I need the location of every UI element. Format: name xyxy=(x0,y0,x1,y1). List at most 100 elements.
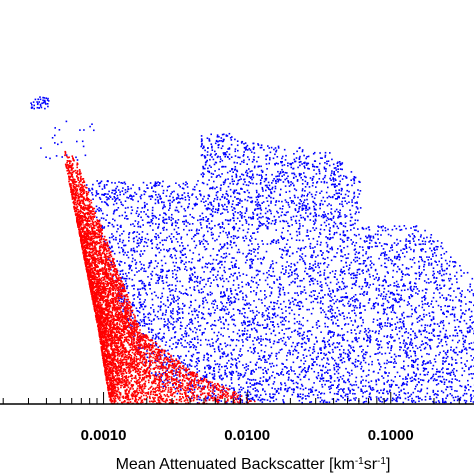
blue-point xyxy=(199,344,202,346)
blue-point xyxy=(354,312,356,314)
blue-point xyxy=(391,304,393,307)
blue-point xyxy=(155,294,157,297)
blue-point xyxy=(305,298,308,300)
blue-point xyxy=(280,387,282,389)
blue-point xyxy=(329,295,331,297)
blue-point xyxy=(191,193,194,195)
blue-point xyxy=(148,221,151,224)
blue-point xyxy=(244,149,247,151)
blue-point xyxy=(416,347,419,350)
blue-point xyxy=(287,222,289,225)
blue-point xyxy=(358,193,361,195)
blue-point xyxy=(258,193,260,196)
blue-point xyxy=(205,374,208,377)
blue-point xyxy=(440,263,443,266)
blue-point xyxy=(319,307,322,310)
blue-point xyxy=(410,289,413,291)
blue-point xyxy=(398,298,401,300)
blue-point xyxy=(267,383,270,386)
blue-point xyxy=(306,272,308,275)
blue-point xyxy=(445,388,447,391)
blue-point xyxy=(270,192,273,195)
blue-point xyxy=(370,307,373,310)
blue-point xyxy=(155,233,157,235)
blue-point xyxy=(447,311,449,313)
blue-point xyxy=(138,291,140,294)
blue-point xyxy=(426,256,428,258)
blue-point xyxy=(140,216,142,219)
blue-point xyxy=(223,351,225,353)
blue-point xyxy=(262,338,264,341)
blue-point xyxy=(154,183,157,185)
blue-point xyxy=(221,352,224,354)
blue-point xyxy=(257,382,260,385)
blue-point xyxy=(377,238,379,240)
blue-point xyxy=(184,196,187,199)
blue-point xyxy=(335,365,338,368)
blue-point xyxy=(254,387,257,389)
blue-point xyxy=(422,360,425,362)
blue-point xyxy=(252,211,254,214)
blue-point xyxy=(249,346,252,349)
blue-point xyxy=(405,247,408,249)
blue-point xyxy=(327,237,329,239)
blue-point xyxy=(187,350,190,353)
blue-point xyxy=(151,212,154,215)
blue-point xyxy=(300,292,302,295)
blue-point xyxy=(314,266,317,268)
blue-point xyxy=(405,246,407,248)
blue-point xyxy=(360,380,362,383)
blue-point xyxy=(354,256,357,259)
blue-point xyxy=(451,339,454,342)
blue-point xyxy=(244,212,247,214)
blue-point xyxy=(218,135,220,138)
blue-point xyxy=(342,234,345,236)
blue-point xyxy=(367,374,370,376)
blue-point xyxy=(252,378,255,381)
blue-point xyxy=(393,225,396,227)
blue-point xyxy=(175,288,177,290)
blue-point xyxy=(454,396,457,398)
blue-point xyxy=(437,345,440,347)
blue-point xyxy=(299,199,301,201)
blue-point xyxy=(159,195,161,197)
blue-point xyxy=(347,253,350,255)
blue-point xyxy=(227,328,229,330)
blue-point xyxy=(293,194,296,197)
blue-point xyxy=(300,247,303,249)
blue-point xyxy=(346,316,348,319)
blue-point xyxy=(244,142,247,144)
blue-point xyxy=(290,281,293,284)
blue-point xyxy=(423,295,426,297)
blue-point xyxy=(176,209,179,212)
blue-point xyxy=(300,359,302,362)
blue-point xyxy=(277,373,279,375)
blue-point xyxy=(288,312,291,315)
blue-point xyxy=(409,242,411,244)
blue-point xyxy=(197,338,199,341)
blue-point xyxy=(182,245,184,247)
blue-point xyxy=(440,340,442,343)
blue-point xyxy=(225,255,228,258)
blue-point xyxy=(255,329,257,331)
blue-point xyxy=(350,273,352,276)
blue-point xyxy=(269,356,271,358)
blue-point xyxy=(226,193,229,196)
blue-point xyxy=(193,337,196,339)
blue-point xyxy=(168,209,170,211)
blue-point xyxy=(365,252,367,255)
blue-point xyxy=(397,294,400,296)
blue-point xyxy=(300,216,302,219)
blue-point xyxy=(131,303,134,305)
blue-point xyxy=(346,353,349,355)
blue-point xyxy=(442,367,444,369)
blue-point xyxy=(262,190,264,192)
blue-point xyxy=(104,201,107,204)
blue-point xyxy=(287,249,289,251)
blue-point xyxy=(151,292,153,295)
blue-point xyxy=(142,308,145,311)
blue-point xyxy=(232,284,235,286)
blue-point xyxy=(175,300,177,302)
blue-point xyxy=(337,248,339,250)
blue-point xyxy=(252,217,255,220)
